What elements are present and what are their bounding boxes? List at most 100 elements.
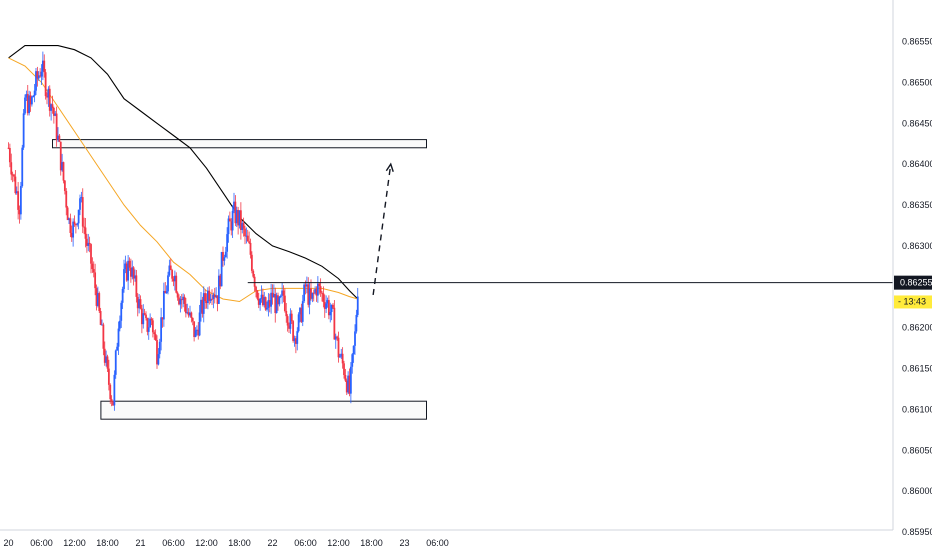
time-axis[interactable]: 20 06:00 12:00 18:00 21 06:00 12:00 18:00 22 06:0… — [3, 538, 448, 548]
candle — [238, 210, 241, 229]
candle — [156, 335, 158, 369]
x-tick-label: 23 — [399, 538, 409, 548]
candle — [158, 338, 161, 359]
fast-moving-average-line[interactable] — [8, 57, 358, 303]
candle — [88, 236, 91, 253]
candle — [112, 400, 114, 406]
candle — [299, 307, 301, 323]
x-tick-label: 22 — [267, 538, 277, 548]
candle — [333, 300, 336, 340]
candle — [68, 217, 70, 224]
projection-arrow[interactable] — [372, 164, 392, 296]
candle — [13, 173, 15, 182]
candle — [169, 258, 172, 271]
candle — [345, 378, 348, 396]
candle — [19, 181, 22, 220]
candle — [162, 282, 165, 327]
candle — [314, 286, 317, 295]
candle — [179, 296, 182, 313]
candle — [198, 304, 201, 337]
candle — [123, 259, 125, 293]
candle — [164, 282, 167, 294]
candle — [124, 255, 127, 274]
candle — [125, 261, 128, 282]
x-tick-label: 18:00 — [360, 538, 383, 548]
candle — [222, 246, 224, 267]
x-tick-label: 06:00 — [30, 538, 53, 548]
candle — [80, 191, 83, 203]
support-zone[interactable] — [100, 400, 428, 420]
candle — [87, 233, 90, 252]
candle — [36, 66, 39, 87]
resistance-zone[interactable] — [52, 139, 427, 149]
candle — [209, 293, 212, 304]
candle — [83, 217, 86, 235]
candle — [239, 202, 242, 240]
candle — [233, 192, 235, 214]
candle — [312, 289, 315, 302]
candle — [343, 360, 345, 379]
candle — [211, 289, 213, 306]
y-tick-label: 0.86150 — [902, 364, 932, 374]
candle — [180, 294, 183, 309]
candle — [136, 293, 139, 317]
candle — [175, 272, 178, 294]
candle — [79, 194, 81, 216]
candle — [296, 327, 299, 351]
candle — [102, 322, 105, 356]
candle — [334, 333, 337, 349]
countdown-label: - 13:43 — [898, 296, 926, 306]
candle — [336, 335, 339, 341]
candle — [297, 312, 300, 333]
candle — [272, 284, 275, 298]
candle — [201, 296, 204, 318]
candle — [10, 153, 13, 181]
candle — [167, 271, 169, 295]
candle — [140, 304, 143, 334]
x-tick-label: 06:00 — [426, 538, 449, 548]
candle — [237, 206, 240, 235]
x-tick-label: 21 — [135, 538, 145, 548]
candle — [149, 313, 152, 328]
candle — [301, 294, 304, 327]
slow-moving-average-line[interactable] — [8, 45, 359, 300]
candle — [349, 362, 352, 404]
candle — [76, 222, 79, 227]
candle — [157, 348, 160, 366]
candle — [340, 348, 343, 359]
candle — [11, 171, 14, 183]
candle — [355, 309, 358, 334]
candle — [189, 305, 191, 318]
candle — [213, 287, 216, 304]
candle — [147, 317, 150, 340]
y-tick-label: 0.86050 — [902, 445, 932, 455]
candle — [110, 395, 113, 407]
price-axis[interactable]: 0.86550 0.86500 0.86450 0.86400 0.86350 0.863… — [902, 37, 932, 538]
candle — [288, 322, 290, 333]
candle — [261, 288, 264, 307]
candle — [208, 286, 211, 305]
y-tick-label: 0.86000 — [902, 486, 932, 496]
candle — [128, 257, 131, 271]
candle — [150, 317, 153, 326]
candle — [101, 319, 103, 326]
candle — [47, 86, 50, 107]
candle — [98, 291, 101, 313]
candle — [270, 283, 273, 314]
candle — [134, 269, 136, 282]
candle — [145, 311, 147, 321]
candle — [58, 134, 61, 143]
candle — [26, 84, 29, 116]
candle — [326, 297, 329, 308]
y-tick-label: 0.86550 — [902, 37, 932, 47]
candle — [226, 227, 229, 259]
candle — [37, 71, 40, 81]
candle — [168, 259, 171, 277]
candle — [278, 295, 281, 307]
candle — [54, 110, 57, 117]
candle — [259, 297, 262, 311]
candle — [354, 324, 356, 355]
candle — [279, 294, 282, 299]
candle — [29, 91, 32, 112]
